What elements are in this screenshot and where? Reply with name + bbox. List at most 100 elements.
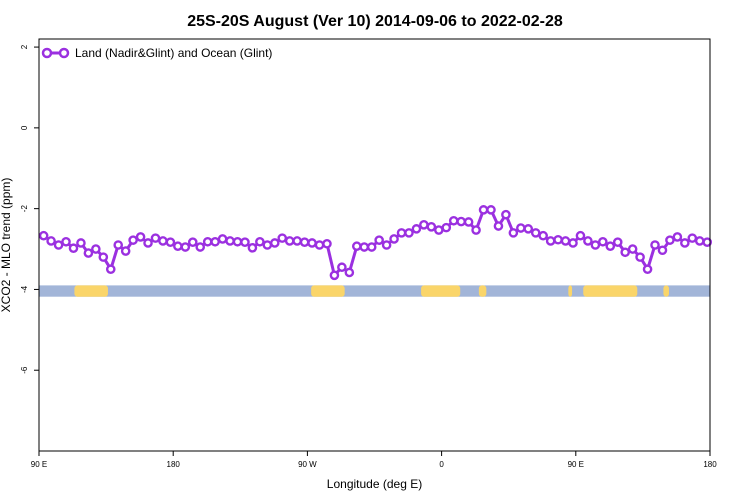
data-point [665,235,675,245]
land-band [583,285,638,297]
x-axis-label: Longitude (deg E) [327,477,422,491]
data-point [680,238,690,248]
data-point [694,236,705,246]
x-tick-label: 0 [439,460,444,469]
plot-frame [38,38,711,452]
data-point [560,236,571,246]
data-point [590,240,601,250]
data-point [284,236,295,246]
data-point [135,232,146,242]
x-tick-label: 90 E [568,460,584,469]
series-layer [38,205,713,281]
data-point [441,222,452,233]
data-point [605,241,616,252]
land-band [568,285,573,297]
data-point [187,237,198,247]
data-point [240,237,250,247]
data-point [612,237,623,247]
data-point [98,252,109,262]
data-point [165,237,176,247]
data-point [299,237,310,247]
data-point [210,236,220,247]
data-point [493,221,504,231]
data-point [650,240,660,250]
land-ocean-strip [39,285,710,297]
data-point [389,234,399,244]
data-point [53,240,64,250]
data-point [247,243,258,253]
data-point [404,228,414,238]
data-point [217,234,228,244]
data-point [434,225,444,235]
data-point [508,228,519,238]
data-point [158,236,168,246]
data-point [314,240,325,250]
data-point [486,205,496,215]
legend-marker-right [58,47,70,59]
data-point [76,238,86,248]
data-point [143,238,153,248]
data-point [202,236,213,247]
land-band [663,285,669,297]
y-tick-label: 2 [20,44,29,49]
y-axis-label: XCO2 - MLO trend (ppm) [0,178,13,313]
data-point [463,217,474,227]
data-point [702,237,713,247]
data-point [46,236,56,246]
data-point [262,240,273,250]
legend-label: Land (Nadir&Glint) and Ocean (Glint) [75,46,272,60]
data-point [68,243,79,254]
data-point [128,235,138,245]
data-point [381,240,392,250]
data-point [344,267,355,278]
data-point [516,223,526,233]
data-point [456,216,466,227]
data-point [269,238,280,248]
data-point [635,252,645,262]
legend-marker-left [41,47,53,59]
y-tick-label: -6 [20,366,29,374]
land-band [74,285,108,297]
data-point [657,245,668,256]
data-point [277,233,288,243]
data-point [411,224,422,234]
data-point [195,242,206,252]
data-point [553,234,563,245]
data-point [620,247,630,258]
data-point [471,225,481,235]
data-point [307,238,317,248]
data-point [91,244,101,254]
data-point [598,236,608,247]
data-point [627,244,638,254]
data-point [322,238,332,249]
data-point [150,233,161,243]
data-point [105,264,116,275]
data-point [351,241,362,252]
data-point [478,205,489,215]
data-point [232,236,243,247]
y-axis: 2 0 -2 -4 -6 [20,44,39,374]
data-point [672,232,683,242]
land-band [478,285,487,297]
x-tick-label: 180 [167,460,181,469]
data-point [642,264,653,275]
x-tick-label: 90 W [298,460,317,469]
data-point [530,228,541,238]
data-point [366,242,377,252]
data-point [61,236,71,247]
data-point [501,209,511,220]
data-point [225,236,235,246]
chart-title: 25S-20S August (Ver 10) 2014-09-06 to 20… [187,13,563,30]
ocean-band [39,285,710,297]
x-tick-label: 90 E [31,460,47,469]
land-band [421,285,461,297]
data-point [568,238,578,248]
data-point [329,270,340,281]
data-point [292,236,302,246]
data-point [337,262,347,273]
y-tick-label: -4 [20,285,29,293]
x-axis: 90 E 180 90 W 0 90 E 180 [31,451,717,469]
data-point [359,242,370,252]
y-tick-label: -2 [20,205,29,213]
